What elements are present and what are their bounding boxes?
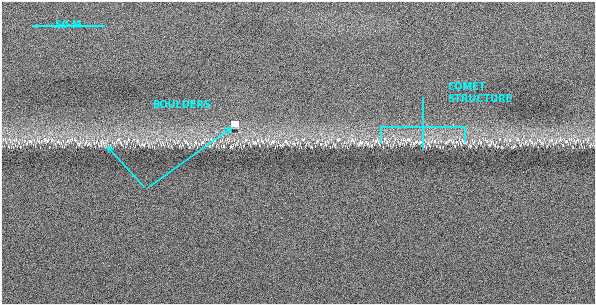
Text: 50 M: 50 M <box>55 20 82 31</box>
Text: BOULDERS: BOULDERS <box>152 100 211 110</box>
Text: COMET
STRUCTURE: COMET STRUCTURE <box>447 82 512 104</box>
